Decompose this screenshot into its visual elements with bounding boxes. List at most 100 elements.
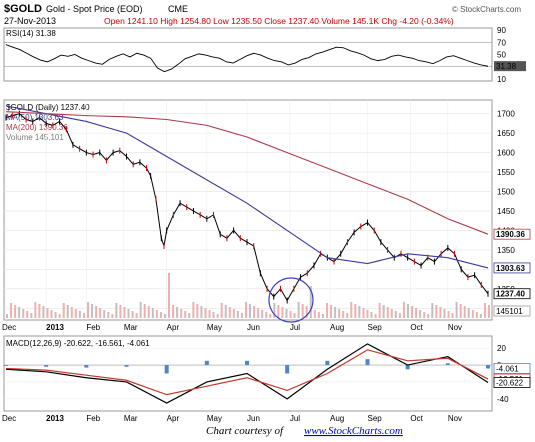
volume-bar bbox=[200, 306, 203, 318]
instrument-name: Gold - Spot Price (EOD) bbox=[46, 4, 143, 14]
volume-bar bbox=[168, 273, 171, 318]
right-value-labels: 1390.361303.631237.40145101-4.061-16.561… bbox=[493, 228, 531, 388]
volume-bar bbox=[423, 312, 426, 318]
volume-bar bbox=[253, 306, 256, 318]
x-tick-label: 2013 bbox=[46, 414, 64, 423]
volume-bar bbox=[394, 311, 397, 318]
volume-bar bbox=[224, 305, 227, 318]
volume-bar bbox=[82, 313, 85, 318]
volume-bar bbox=[240, 313, 243, 318]
volume-bar bbox=[54, 312, 57, 318]
volume-bar bbox=[338, 309, 341, 318]
volume-bar bbox=[261, 310, 264, 318]
price-last-value-box bbox=[493, 228, 531, 240]
macd-histogram-bar bbox=[486, 365, 490, 369]
price-y-ticks: 1200125013001350140014501500155016001650… bbox=[4, 100, 515, 320]
macd-last-value-box bbox=[493, 363, 531, 374]
x-tick-label: Jun bbox=[247, 414, 260, 423]
x-tick-label: May bbox=[207, 323, 222, 332]
annotation-circle bbox=[268, 277, 314, 323]
volume-last-value: 145101 bbox=[496, 307, 523, 316]
volume-bar bbox=[402, 302, 405, 318]
footer-link[interactable]: www.StockCharts.com bbox=[304, 425, 403, 437]
volume-bar bbox=[488, 305, 490, 318]
volume-bar bbox=[244, 302, 247, 318]
price-tick-label: 1450 bbox=[497, 207, 515, 216]
volume-bar bbox=[232, 309, 235, 318]
price-legend: $GOLD (Daily) 1237.40 bbox=[6, 103, 90, 112]
volume-bar bbox=[281, 307, 284, 318]
x-tick-label: May bbox=[207, 414, 222, 423]
volume-bar bbox=[6, 314, 8, 318]
ma200-line bbox=[5, 111, 489, 235]
volume-bar bbox=[91, 304, 94, 318]
volume-bar bbox=[192, 302, 195, 318]
volume-bar bbox=[390, 309, 393, 318]
x-tick-label: Apr bbox=[167, 323, 180, 332]
date: 27-Nov-2013 bbox=[4, 16, 56, 26]
volume-bar bbox=[249, 304, 252, 318]
price-tick-label: 1550 bbox=[497, 168, 515, 177]
volume-bar bbox=[159, 312, 162, 318]
volume-bar bbox=[131, 311, 134, 318]
volume-bar bbox=[321, 314, 324, 318]
volume-bar bbox=[269, 314, 272, 318]
volume-bar bbox=[451, 313, 454, 318]
price-tick-label: 1350 bbox=[497, 246, 515, 255]
volume-bar bbox=[26, 311, 29, 318]
volume-bar bbox=[362, 308, 365, 318]
rsi-legend: RSI(14) 31.38 bbox=[6, 29, 56, 38]
x-ticks-bottom: Dec 2013 Feb Mar Apr May Jun Jul Aug Sep Oct Nov bbox=[2, 414, 462, 423]
volume-bar bbox=[443, 309, 446, 318]
volume-bar bbox=[58, 314, 61, 318]
volume-bar bbox=[455, 302, 458, 318]
x-tick-label: Aug bbox=[330, 414, 344, 423]
volume-bar bbox=[143, 304, 146, 318]
volume-bar bbox=[305, 306, 308, 318]
volume-bar bbox=[66, 305, 69, 318]
price-last-value-box bbox=[493, 288, 531, 300]
stats-line: Open 1241.10 High 1254.80 Low 1235.50 Cl… bbox=[104, 16, 454, 26]
macd-histogram-bar bbox=[405, 365, 410, 370]
volume-bar bbox=[427, 314, 430, 318]
x-tick-label: Nov bbox=[448, 414, 462, 423]
volume-last-value-box bbox=[493, 305, 531, 317]
x-tick-label: Mar bbox=[124, 323, 138, 332]
x-tick-label: Jul bbox=[290, 414, 300, 423]
macd-line bbox=[5, 343, 489, 404]
volume-bar bbox=[447, 311, 450, 318]
volume-bar bbox=[99, 308, 102, 318]
macd-histogram-bar bbox=[204, 360, 209, 366]
volume-bar bbox=[419, 310, 422, 318]
volume-bar bbox=[50, 310, 53, 318]
volume-bar bbox=[139, 302, 142, 318]
x-tick-label: Dec bbox=[2, 323, 16, 332]
macd-tick-label: -40 bbox=[497, 395, 509, 404]
price-tick-label: 1700 bbox=[497, 110, 515, 119]
volume-bar bbox=[236, 311, 239, 318]
macd-histogram-bar bbox=[285, 365, 290, 374]
price-tick-label: 1650 bbox=[497, 129, 515, 138]
volume-bar bbox=[273, 303, 276, 318]
x-tick-label: Jun bbox=[247, 323, 260, 332]
ma50-line bbox=[5, 105, 489, 269]
macd-histogram-bar bbox=[445, 363, 450, 366]
volume-bar bbox=[374, 314, 377, 318]
price-last-value: 1390.36 bbox=[496, 230, 525, 239]
price-last-value: 1303.63 bbox=[496, 264, 525, 273]
x-tick-label: Aug bbox=[330, 323, 344, 332]
rsi-y-ticks: 1030507090 bbox=[4, 26, 506, 84]
macd-last-value: -4.061 bbox=[496, 364, 519, 373]
volume-bar bbox=[38, 304, 41, 318]
volume-bar bbox=[62, 303, 65, 318]
volume-bar bbox=[180, 309, 183, 318]
macd-last-value: -20.622 bbox=[496, 378, 524, 387]
volume-bar bbox=[147, 306, 150, 318]
volume-bar bbox=[342, 311, 345, 318]
volume-bar bbox=[301, 304, 304, 318]
volume-bar bbox=[483, 303, 486, 318]
rsi-tick-label: 50 bbox=[497, 51, 506, 60]
ma200-legend: MA(200) 1390.36 bbox=[6, 123, 68, 132]
macd-signal-line bbox=[5, 349, 489, 396]
